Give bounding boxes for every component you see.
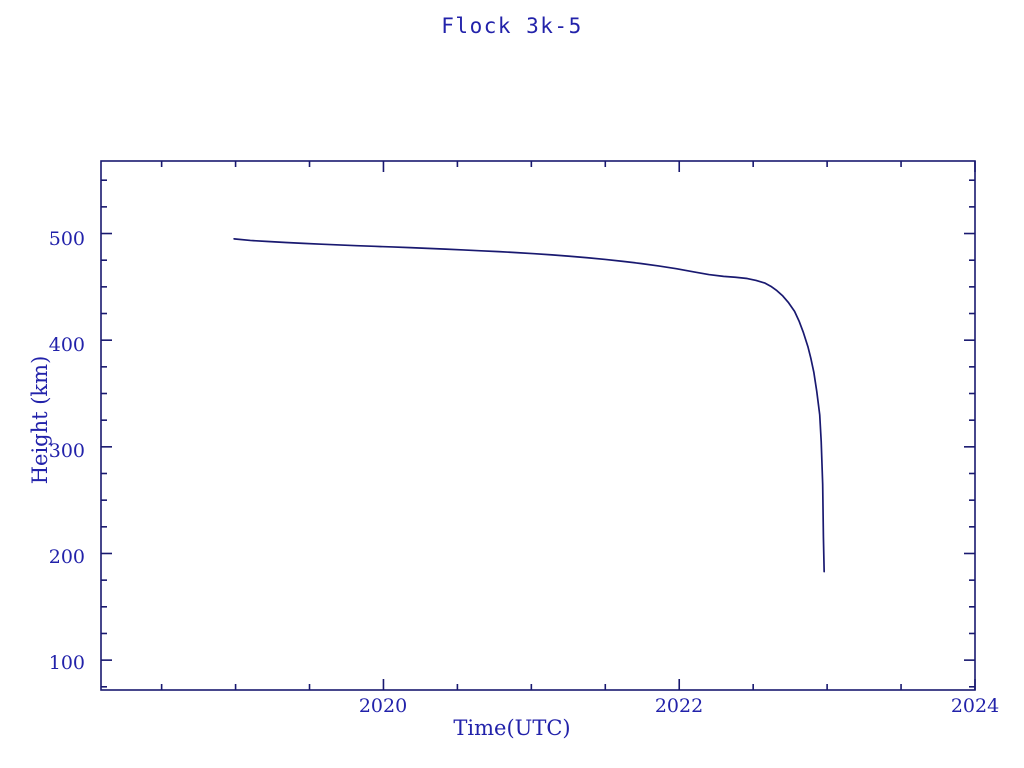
- axis-ticks: [101, 161, 976, 690]
- y-tick-label-400: 400: [48, 334, 85, 356]
- y-tick-label-100: 100: [48, 652, 85, 674]
- x-tick-label-2024: 2024: [950, 695, 1000, 717]
- x-tick-label-2020: 2020: [358, 695, 408, 717]
- x-tick-label-2022: 2022: [654, 695, 704, 717]
- data-series-line: [233, 238, 826, 573]
- y-tick-label-500: 500: [48, 228, 85, 250]
- page-title: Flock 3k-5: [441, 14, 583, 38]
- y-tick-label-200: 200: [48, 546, 85, 568]
- x-axis-title: Time(UTC): [453, 716, 571, 740]
- axes-frame: [100, 160, 976, 691]
- series-path-0: [233, 238, 826, 573]
- y-axis-title: Height (km): [28, 355, 52, 485]
- y-tick-label-300: 300: [48, 440, 85, 462]
